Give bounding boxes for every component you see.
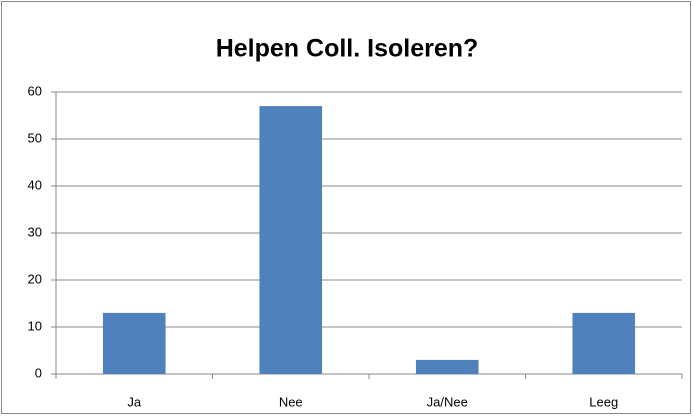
y-tick-label: 0 [35,365,42,380]
y-tick-label: 60 [28,83,42,98]
bar [572,312,636,374]
y-tick-label: 20 [28,271,42,286]
y-tick-label: 50 [28,130,42,145]
bar [102,312,166,374]
y-tick-label: 40 [28,177,42,192]
bar [415,359,479,374]
x-tick-label: Ja/Nee [427,394,468,409]
bar [259,106,323,374]
x-tick-label: Leeg [589,394,618,409]
x-tick-label: Ja [127,394,142,409]
chart-title: Helpen Coll. Isoleren? [216,35,479,63]
y-tick-label: 10 [28,318,42,333]
x-tick-label: Nee [279,394,303,409]
y-tick-label: 30 [28,224,42,239]
